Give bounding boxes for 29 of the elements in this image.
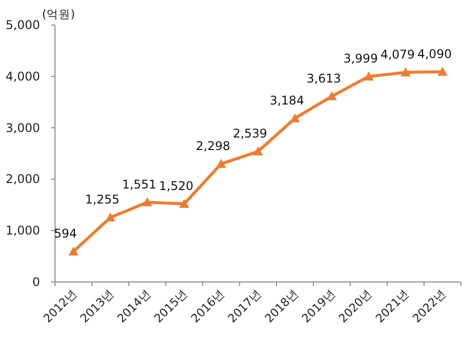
y-tick-label: 5,000 xyxy=(6,18,40,32)
data-label: 1,551 xyxy=(122,177,156,192)
point xyxy=(142,197,152,206)
y-tick-label: 2,000 xyxy=(6,172,40,186)
point xyxy=(216,158,226,168)
data-label: 3,184 xyxy=(270,93,304,108)
y-tick-label: 4,000 xyxy=(6,69,40,84)
y-axis-title: (억원) xyxy=(42,7,75,21)
data-label: 1,520 xyxy=(159,178,194,193)
point xyxy=(179,198,190,208)
data-label: 3,999 xyxy=(344,51,378,66)
data-label: 4,090 xyxy=(417,46,452,61)
point xyxy=(68,246,78,256)
data-label: 2,298 xyxy=(196,138,230,153)
data-label: 3,613 xyxy=(306,71,341,86)
y-tick-label: 0 xyxy=(32,275,40,289)
point xyxy=(438,66,448,76)
y-tick-label: 3,000 xyxy=(6,120,40,135)
point xyxy=(364,71,374,80)
point xyxy=(105,212,116,222)
data-label: 4,079 xyxy=(380,47,415,62)
y-tick-label: 1,000 xyxy=(6,224,40,238)
point xyxy=(400,67,411,76)
point xyxy=(253,146,263,156)
data-label: 1,255 xyxy=(85,192,120,206)
data-label: 594 xyxy=(54,226,77,240)
data-label: 2,539 xyxy=(232,126,268,140)
point xyxy=(290,113,300,122)
point xyxy=(326,91,337,100)
